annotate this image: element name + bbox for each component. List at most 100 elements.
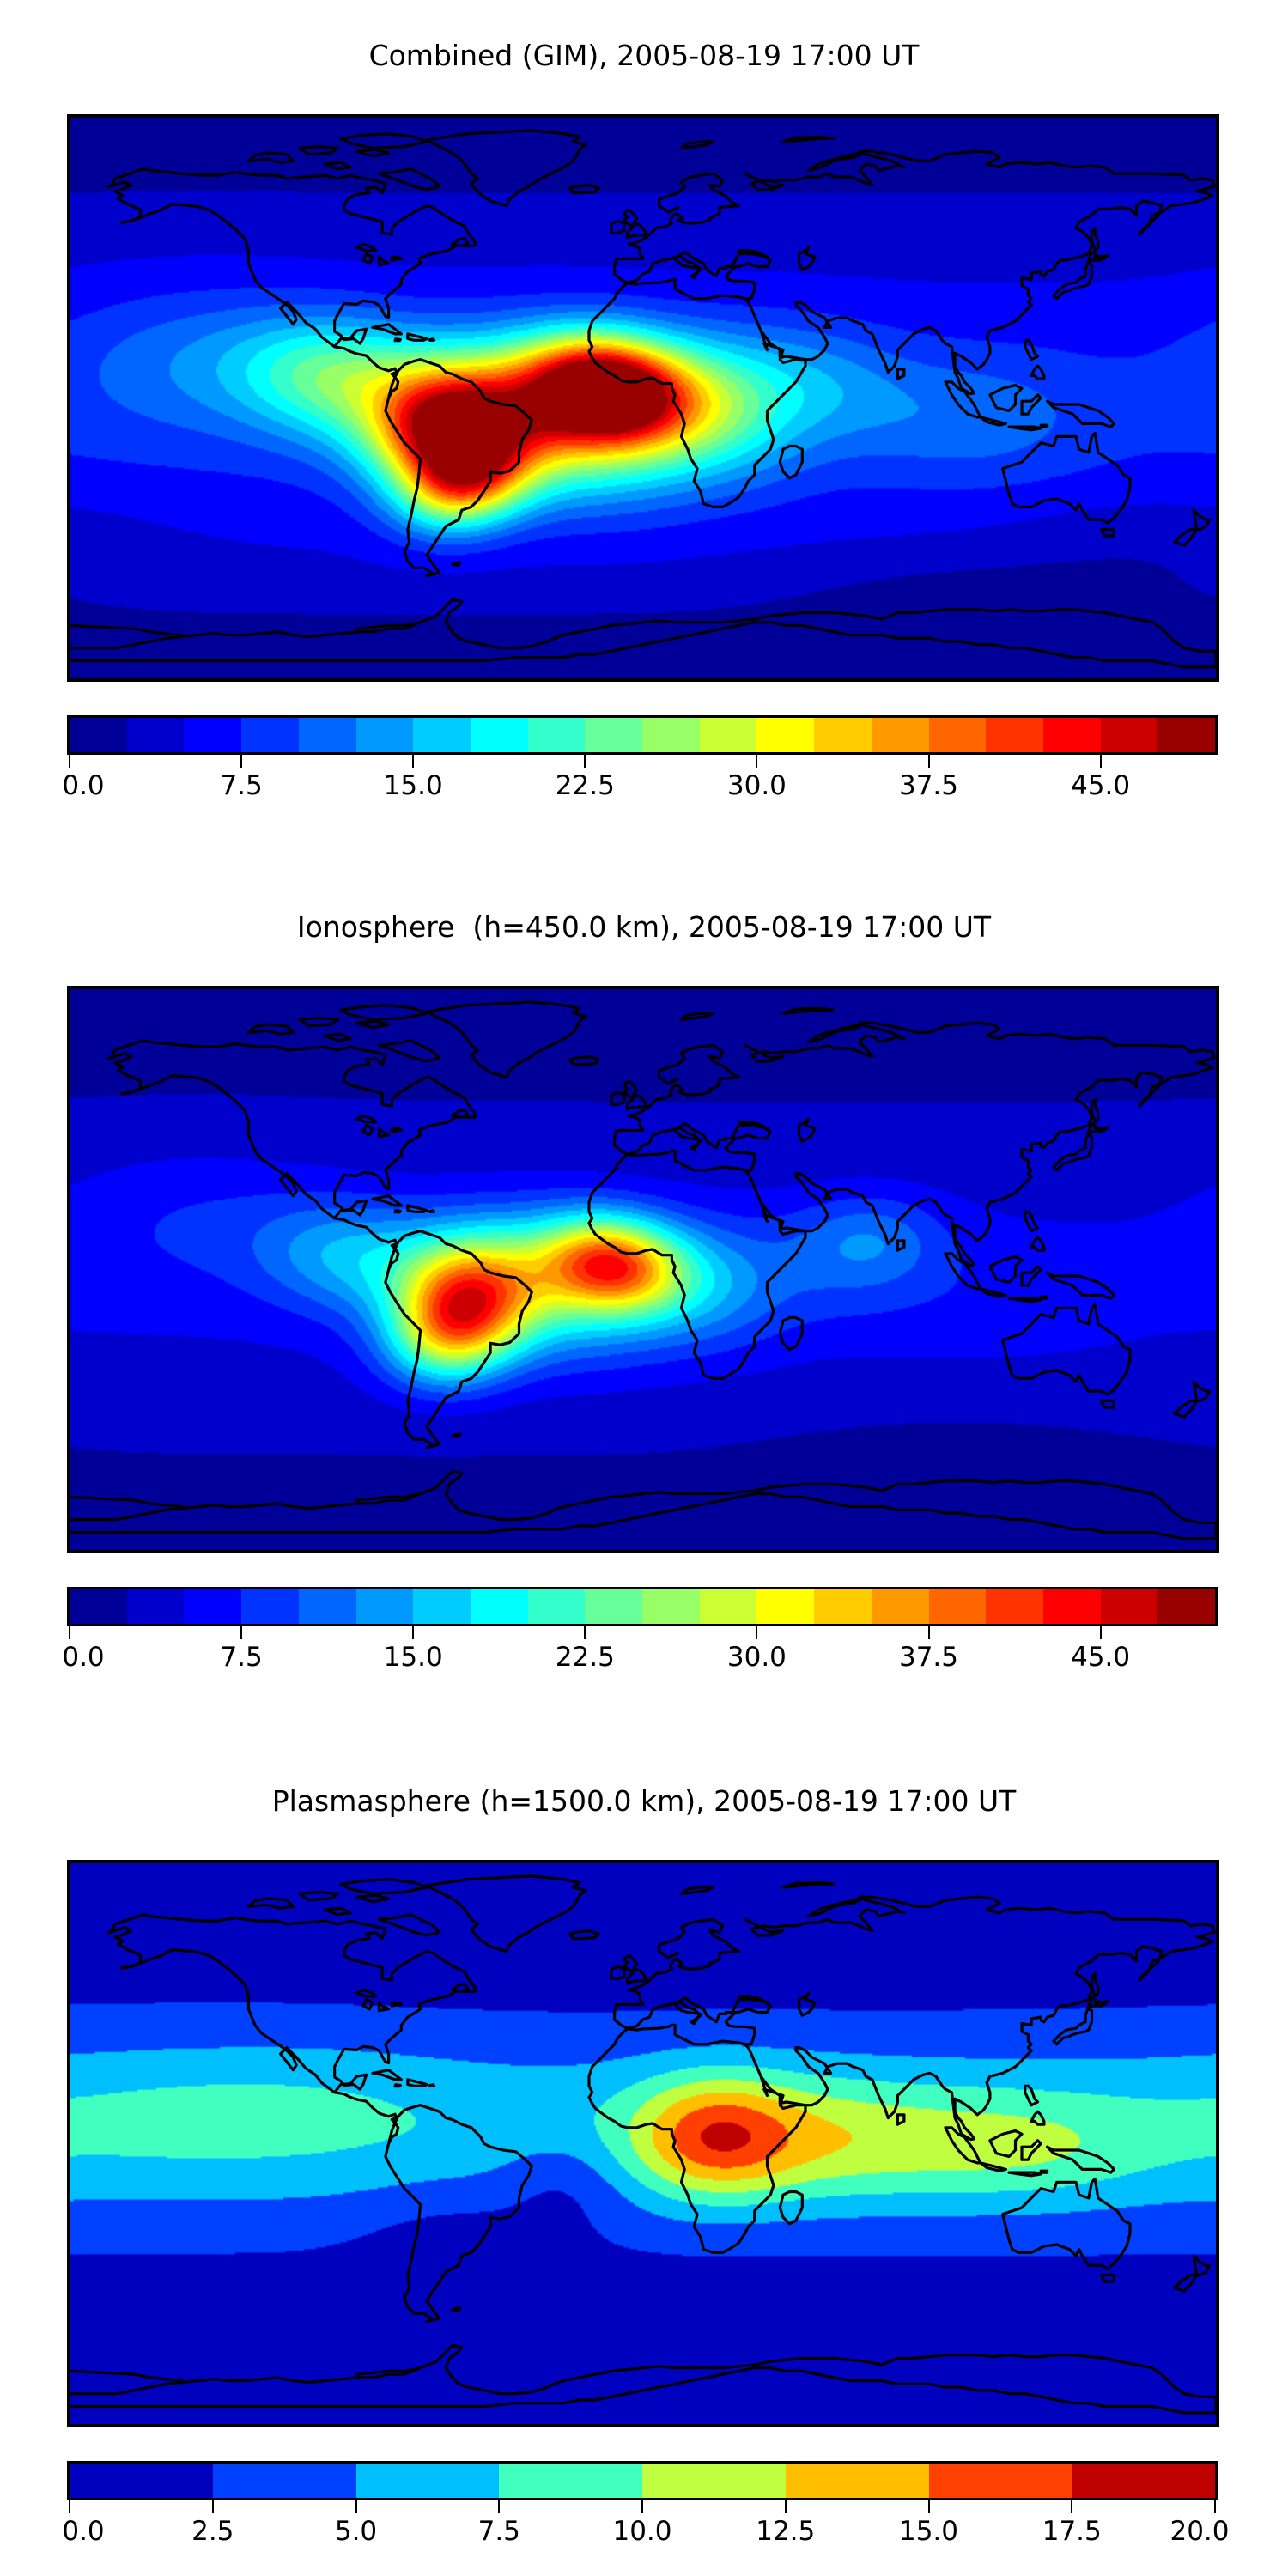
colorbar-tick — [69, 1626, 70, 1639]
colorbar-band — [298, 718, 356, 752]
colorbar-tick — [355, 2500, 357, 2513]
colorbar-band — [70, 718, 127, 752]
colorbar-band — [928, 718, 987, 752]
colorbar-labels-combined-gim: 0.0 7.5 15.0 22.5 30.0 37.5 45.0 — [62, 770, 1218, 811]
colorbar-tick-label: 45.0 — [1071, 770, 1131, 801]
colorbar-band — [499, 2464, 642, 2498]
panel-title-ionosphere: Ionosphere (h=450.0 km), 2005-08-19 17:0… — [296, 910, 992, 944]
colorbar-tick — [240, 1626, 243, 1639]
colorbar-tick — [927, 1626, 930, 1639]
colorbar-band — [241, 1589, 299, 1624]
colorbar-tick-label: 0.0 — [62, 1642, 105, 1673]
colorbar-band — [699, 718, 757, 752]
colorbar-tick — [584, 1626, 586, 1639]
colorbar-band — [527, 718, 586, 752]
colorbar-band — [355, 718, 414, 752]
colorbar-tick-label: 37.5 — [898, 1642, 959, 1673]
colorbar-tick-label: 5.0 — [334, 2516, 378, 2547]
colorbar-band — [756, 718, 815, 752]
colorbar-tick — [1099, 1626, 1102, 1639]
map-inner-ionosphere — [70, 989, 1216, 1550]
colorbar-band — [756, 1589, 815, 1624]
colorbar-band — [470, 1589, 528, 1624]
colorbar-tick-label: 20.0 — [1170, 2516, 1230, 2547]
panel-combined-gim: Combined (GIM), 2005-08-19 17:00 UT 0.0 7… — [0, 0, 1288, 859]
map-combined-gim — [67, 114, 1219, 682]
colorbar-strip-ionosphere — [67, 1587, 1218, 1626]
colorbar-band — [1100, 718, 1158, 752]
colorbar-band — [126, 1589, 185, 1624]
colorbar-ticks-combined-gim — [67, 755, 1218, 770]
colorbar-tick — [1099, 755, 1102, 768]
colorbar-tick-label: 45.0 — [1071, 1642, 1131, 1673]
colorbar-tick-label: 12.5 — [756, 2516, 816, 2547]
colorbar-band — [871, 718, 929, 752]
tec-field-combined-gim — [70, 118, 1216, 678]
colorbar-tick-label: 22.5 — [555, 1642, 615, 1673]
colorbar-combined-gim: 0.0 7.5 15.0 22.5 30.0 37.5 45.0 — [62, 715, 1218, 811]
colorbar-tick-label: 7.5 — [220, 770, 263, 801]
colorbar-tick-label: 22.5 — [555, 770, 615, 801]
colorbar-band — [1042, 1589, 1101, 1624]
colorbar-band — [1157, 1589, 1216, 1624]
colorbar-tick — [69, 755, 70, 768]
colorbar-tick-label: 10.0 — [612, 2516, 672, 2547]
map-ionosphere — [67, 986, 1219, 1553]
colorbar-tick-label: 0.0 — [62, 2516, 105, 2547]
colorbar-band — [585, 718, 643, 752]
colorbar-tick-label: 7.5 — [477, 2516, 520, 2547]
colorbar-tick — [1214, 2500, 1216, 2513]
map-inner-plasmasphere — [70, 1863, 1216, 2424]
colorbar-tick — [240, 755, 243, 768]
colorbar-band — [928, 1589, 987, 1624]
colorbar-band — [70, 2464, 213, 2498]
colorbar-tick — [412, 755, 415, 768]
panel-title-combined-gim: Combined (GIM), 2005-08-19 17:00 UT — [368, 39, 920, 72]
colorbar-band — [241, 718, 299, 752]
colorbar-strip-combined-gim — [67, 715, 1218, 755]
colorbar-band — [642, 1589, 700, 1624]
colorbar-band — [814, 718, 872, 752]
colorbar-band — [470, 718, 528, 752]
colorbar-tick — [927, 2500, 930, 2513]
colorbar-tick-label: 2.5 — [191, 2516, 234, 2547]
colorbar-band — [642, 718, 700, 752]
panel-title-plasmasphere: Plasmasphere (h=1500.0 km), 2005-08-19 1… — [271, 1784, 1017, 1818]
map-plasmasphere — [67, 1860, 1219, 2427]
colorbar-tick — [756, 755, 758, 768]
colorbar-band — [986, 1589, 1043, 1624]
colorbar-band — [355, 1589, 414, 1624]
coastlines-combined-gim — [70, 118, 1216, 678]
colorbar-ionosphere: 0.0 7.5 15.0 22.5 30.0 37.5 45.0 — [62, 1587, 1218, 1683]
coastlines-ionosphere — [70, 989, 1216, 1550]
colorbar-tick-label: 17.5 — [1042, 2516, 1102, 2547]
colorbar-tick — [1071, 2500, 1073, 2513]
colorbar-tick — [412, 1626, 415, 1639]
tec-field-plasmasphere — [70, 1863, 1216, 2424]
panel-ionosphere: Ionosphere (h=450.0 km), 2005-08-19 17:0… — [0, 859, 1288, 1743]
colorbar-band — [184, 718, 242, 752]
colorbar-strip-plasmasphere — [67, 2461, 1218, 2500]
colorbar-band — [355, 2464, 500, 2498]
colorbar-band — [184, 1589, 242, 1624]
colorbar-tick — [584, 755, 586, 768]
colorbar-labels-ionosphere: 0.0 7.5 15.0 22.5 30.0 37.5 45.0 — [62, 1642, 1218, 1683]
colorbar-band — [126, 718, 185, 752]
colorbar-tick — [927, 755, 930, 768]
colorbar-tick — [498, 2500, 501, 2513]
colorbar-tick — [756, 1626, 758, 1639]
tec-field-ionosphere — [70, 989, 1216, 1550]
colorbar-tick — [69, 2500, 70, 2513]
colorbar-band — [699, 1589, 757, 1624]
colorbar-band — [298, 1589, 356, 1624]
colorbar-band — [585, 1589, 643, 1624]
colorbar-band — [986, 718, 1043, 752]
coastline-path — [70, 129, 1216, 669]
colorbar-band — [413, 718, 471, 752]
panel-plasmasphere: Plasmasphere (h=1500.0 km), 2005-08-19 1… — [0, 1743, 1288, 2576]
colorbar-band — [642, 2464, 786, 2498]
colorbar-tick — [641, 2500, 643, 2513]
colorbar-band — [70, 1589, 127, 1624]
colorbar-tick-label: 30.0 — [726, 770, 787, 801]
